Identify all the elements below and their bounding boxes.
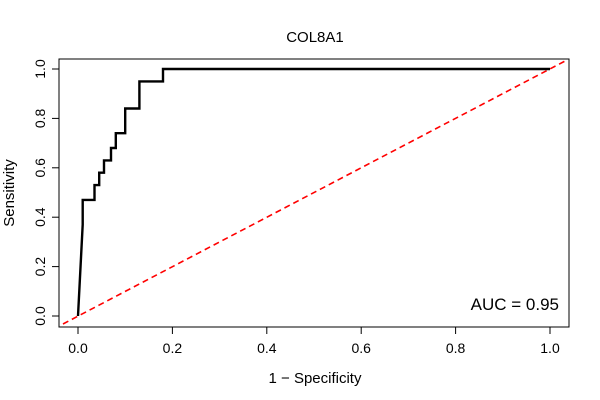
y-axis: 0.0 0.2 0.4 0.6 0.8 1.0: [32, 59, 60, 326]
x-tick-label: 0.2: [163, 340, 183, 356]
x-tick-label: 0.6: [351, 340, 371, 356]
y-tick-label: 0.0: [32, 306, 48, 326]
y-tick-label: 1.0: [32, 59, 48, 79]
y-axis-label: Sensitivity: [1, 159, 18, 227]
x-tick-label: 0.8: [446, 340, 466, 356]
auc-annotation: AUC = 0.95: [471, 295, 559, 314]
y-tick-label: 0.2: [32, 257, 48, 277]
x-tick-label: 1.0: [540, 340, 560, 356]
x-axis: 0.0 0.2 0.4 0.6 0.8 1.0: [68, 326, 560, 356]
x-axis-label: 1 − Specificity: [269, 370, 362, 387]
y-tick-label: 0.8: [32, 108, 48, 128]
y-tick-label: 0.4: [32, 207, 48, 227]
reference-diagonal-line: [62, 59, 568, 325]
y-tick-label: 0.6: [32, 158, 48, 178]
chart-title: COL8A1: [286, 29, 344, 46]
roc-curve-line: [76, 67, 550, 317]
x-tick-label: 0.0: [68, 340, 88, 356]
x-tick-label: 0.4: [257, 340, 277, 356]
